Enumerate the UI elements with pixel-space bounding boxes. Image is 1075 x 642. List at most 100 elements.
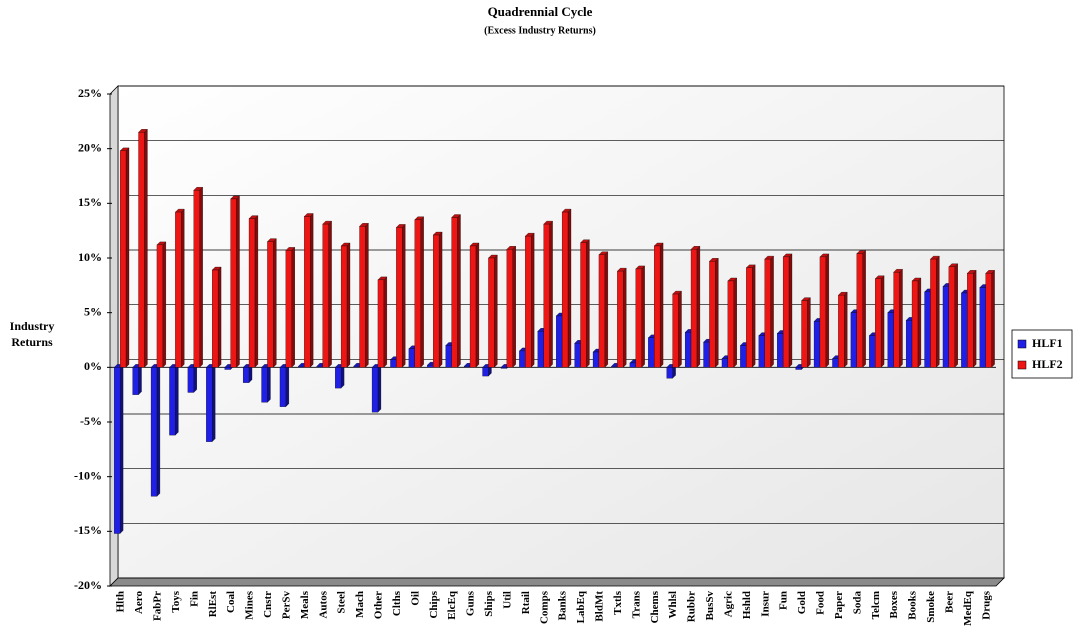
bar-side [291,246,295,368]
x-tick-label: Chems [649,590,661,623]
bar [506,249,513,368]
x-tick-label: MedEq [962,590,974,626]
bar-side [973,269,977,368]
bar [242,367,250,383]
bar [684,332,692,368]
bar [519,350,526,368]
y-tick-label: -10% [74,468,102,482]
bar-side [954,263,958,368]
bar-side [641,265,645,368]
chart-subtitle: (Excess Industry Returns) [484,25,596,36]
bar [340,245,348,368]
bar [390,359,397,368]
bar [911,280,919,368]
bar [574,343,581,368]
bar [611,366,618,368]
x-tick-label: Autos [317,590,329,618]
bar-side [991,269,995,368]
bar [353,366,360,368]
bar [672,293,679,368]
bar-side [365,222,369,368]
bar [304,216,311,368]
bar-side [125,147,130,368]
x-tick-label: FabPr [152,591,164,621]
bar-side [715,257,719,368]
bar [727,280,734,368]
bar-side [917,277,922,368]
x-tick-label: Oil [409,591,421,606]
x-tick-label: Guns [465,590,477,616]
bar [396,227,403,368]
bar [948,266,955,368]
y-axis-label: Industry Returns [9,319,55,349]
bar [156,244,163,368]
bar [488,257,495,368]
bar [114,367,121,534]
x-tick-label: Ships [483,590,495,616]
x-tick-label: Beer [943,591,955,613]
bar-side [236,195,240,368]
bar [150,367,158,497]
x-tick-label: Util [501,591,513,609]
bar-side [285,363,290,408]
bar-side [788,253,793,368]
bar-side [310,213,314,368]
x-tick-label: Clths [391,590,403,616]
bar-side [254,215,259,368]
bar [445,345,452,368]
bar [592,351,600,368]
bar-side [936,255,940,368]
bar [764,258,771,368]
bar-side [733,277,737,368]
bar [813,321,821,368]
bar-side [119,363,124,534]
bar [132,367,139,395]
bar-side [696,245,701,368]
x-tick-label: Aero [133,591,145,615]
bar-side [199,186,203,368]
bar [648,337,655,368]
bar [377,279,384,368]
bar [942,286,950,368]
bar [187,367,194,393]
bar [654,245,661,368]
bar [543,223,550,368]
bar [206,367,213,442]
x-tick-label: Boxes [888,590,900,618]
bar [212,269,219,368]
bar-side [267,363,271,403]
bar [119,150,127,368]
bar [795,367,802,370]
bar-side [531,232,535,368]
bar [746,267,753,368]
x-tick-label: ElcEq [446,590,458,620]
floor [109,577,1005,587]
x-tick-label: Txtls [612,590,624,615]
x-tick-label: Toys [170,590,182,612]
legend-label: HLF2 [1032,357,1063,371]
x-tick-label: Cnstr [262,591,274,618]
bar [267,241,274,368]
bar-side [457,214,461,368]
bar [230,198,237,368]
bar [961,292,968,368]
bar [690,249,698,368]
bar-side [567,208,572,368]
bar [979,287,986,368]
bar [758,335,765,368]
bar-side [273,238,277,368]
bar-side [678,290,682,368]
x-tick-label: Meals [299,590,311,619]
bar [856,253,863,368]
x-tick-label: Fun [778,591,790,610]
x-tick-label: Coal [225,591,237,613]
bar [556,315,563,368]
bar [525,235,532,368]
bar [427,364,434,368]
x-tick-label: Steel [336,591,348,614]
bar-side [438,231,443,368]
y-tick-label: 10% [78,250,102,264]
bar [924,291,931,368]
bar [709,261,716,368]
